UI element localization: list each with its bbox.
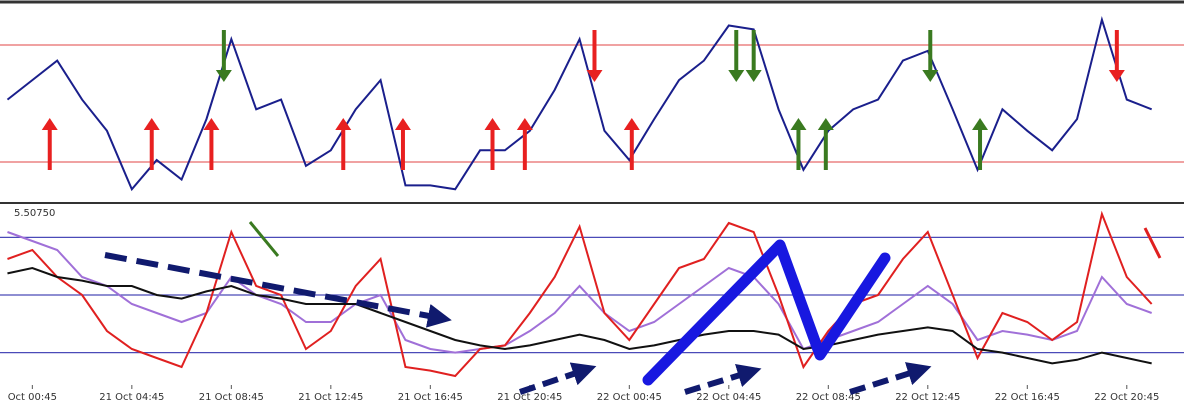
signal-head [143,118,160,130]
x-tick-label: 22 Oct 00:45 [597,392,662,403]
signal-head [745,70,762,82]
trend-arrow [104,252,452,328]
signal-head [203,118,220,130]
red-arrow [1143,227,1162,259]
x-tick-label: 21 Oct 12:45 [298,392,363,403]
x-tick-label: 22 Oct 08:45 [796,392,861,403]
signal-head [623,118,640,130]
series-line [7,266,1152,365]
x-tick-label: 22 Oct 12:45 [895,392,960,403]
series-line [6,15,1153,192]
x-tick-label: Oct 00:45 [8,392,57,403]
signal-head [586,70,603,82]
green-arrow [248,221,280,257]
trend-arrow [849,362,932,395]
trend-arrow [519,362,597,395]
x-tick-label: 21 Oct 04:45 [99,392,164,403]
signal-head [728,70,745,82]
x-tick-label: 21 Oct 20:45 [497,392,562,403]
annotations [104,221,1162,395]
trend-arrow [684,364,762,395]
x-tick-label: 22 Oct 04:45 [696,392,761,403]
signal-head [394,118,411,130]
x-tick-label: 21 Oct 08:45 [199,392,264,403]
signal-head [41,118,58,130]
signal-head [335,118,352,130]
signal-head [215,70,232,82]
signal-head [922,70,939,82]
price-label: 5.50750 [14,208,55,219]
series-line [7,210,1153,378]
x-tick-label: 21 Oct 16:45 [398,392,463,403]
plots: 5.50750 Oct 00:45 21 Oct 04:45 21 Oct 08:45… [0,15,1184,403]
signal-head [790,118,807,130]
signal-head [484,118,501,130]
signal-head [516,118,533,130]
signal-head [817,118,834,130]
x-tick-label: 22 Oct 20:45 [1094,392,1159,403]
zigzag [642,239,891,386]
signal-head [972,118,989,130]
x-tick-label: 22 Oct 16:45 [995,392,1060,403]
signal-head [1108,70,1125,82]
